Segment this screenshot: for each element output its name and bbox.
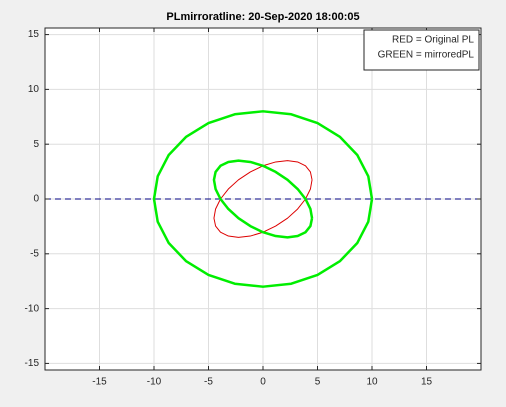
- x-tick-label: -5: [204, 377, 213, 388]
- y-tick-label: -10: [25, 303, 40, 314]
- legend-box: [363, 29, 480, 71]
- plot: [45, 110, 481, 288]
- series-line: [152, 110, 374, 288]
- ticks: -15 -10 -5 0 5 10 15 -15 -10 -5 0 5 10 15: [25, 28, 481, 388]
- y-tick-label: 15: [28, 29, 40, 40]
- x-tick-label: 0: [260, 377, 266, 388]
- y-tick-label: 10: [28, 84, 40, 95]
- series-line: [212, 159, 314, 239]
- x-tick-label: 10: [366, 377, 378, 388]
- y-tick-label: -15: [25, 358, 40, 369]
- y-tick-label: -5: [30, 248, 39, 259]
- x-tick-label: 15: [421, 377, 433, 388]
- y-tick-label: 0: [33, 194, 39, 205]
- x-tick-label: -15: [92, 377, 107, 388]
- legend-text: RED = Original PL: [392, 35, 474, 46]
- x-tick-label: 5: [315, 377, 321, 388]
- legend-text: GREEN = mirroredPL: [378, 50, 475, 61]
- legend: RED = Original PL GREEN = mirroredPL: [363, 29, 480, 71]
- chart-title: PLmirroratline: 20-Sep-2020 18:00:05: [166, 11, 359, 23]
- y-tick-label: 5: [33, 139, 39, 150]
- series-line: [213, 160, 313, 238]
- x-tick-label: -10: [147, 377, 162, 388]
